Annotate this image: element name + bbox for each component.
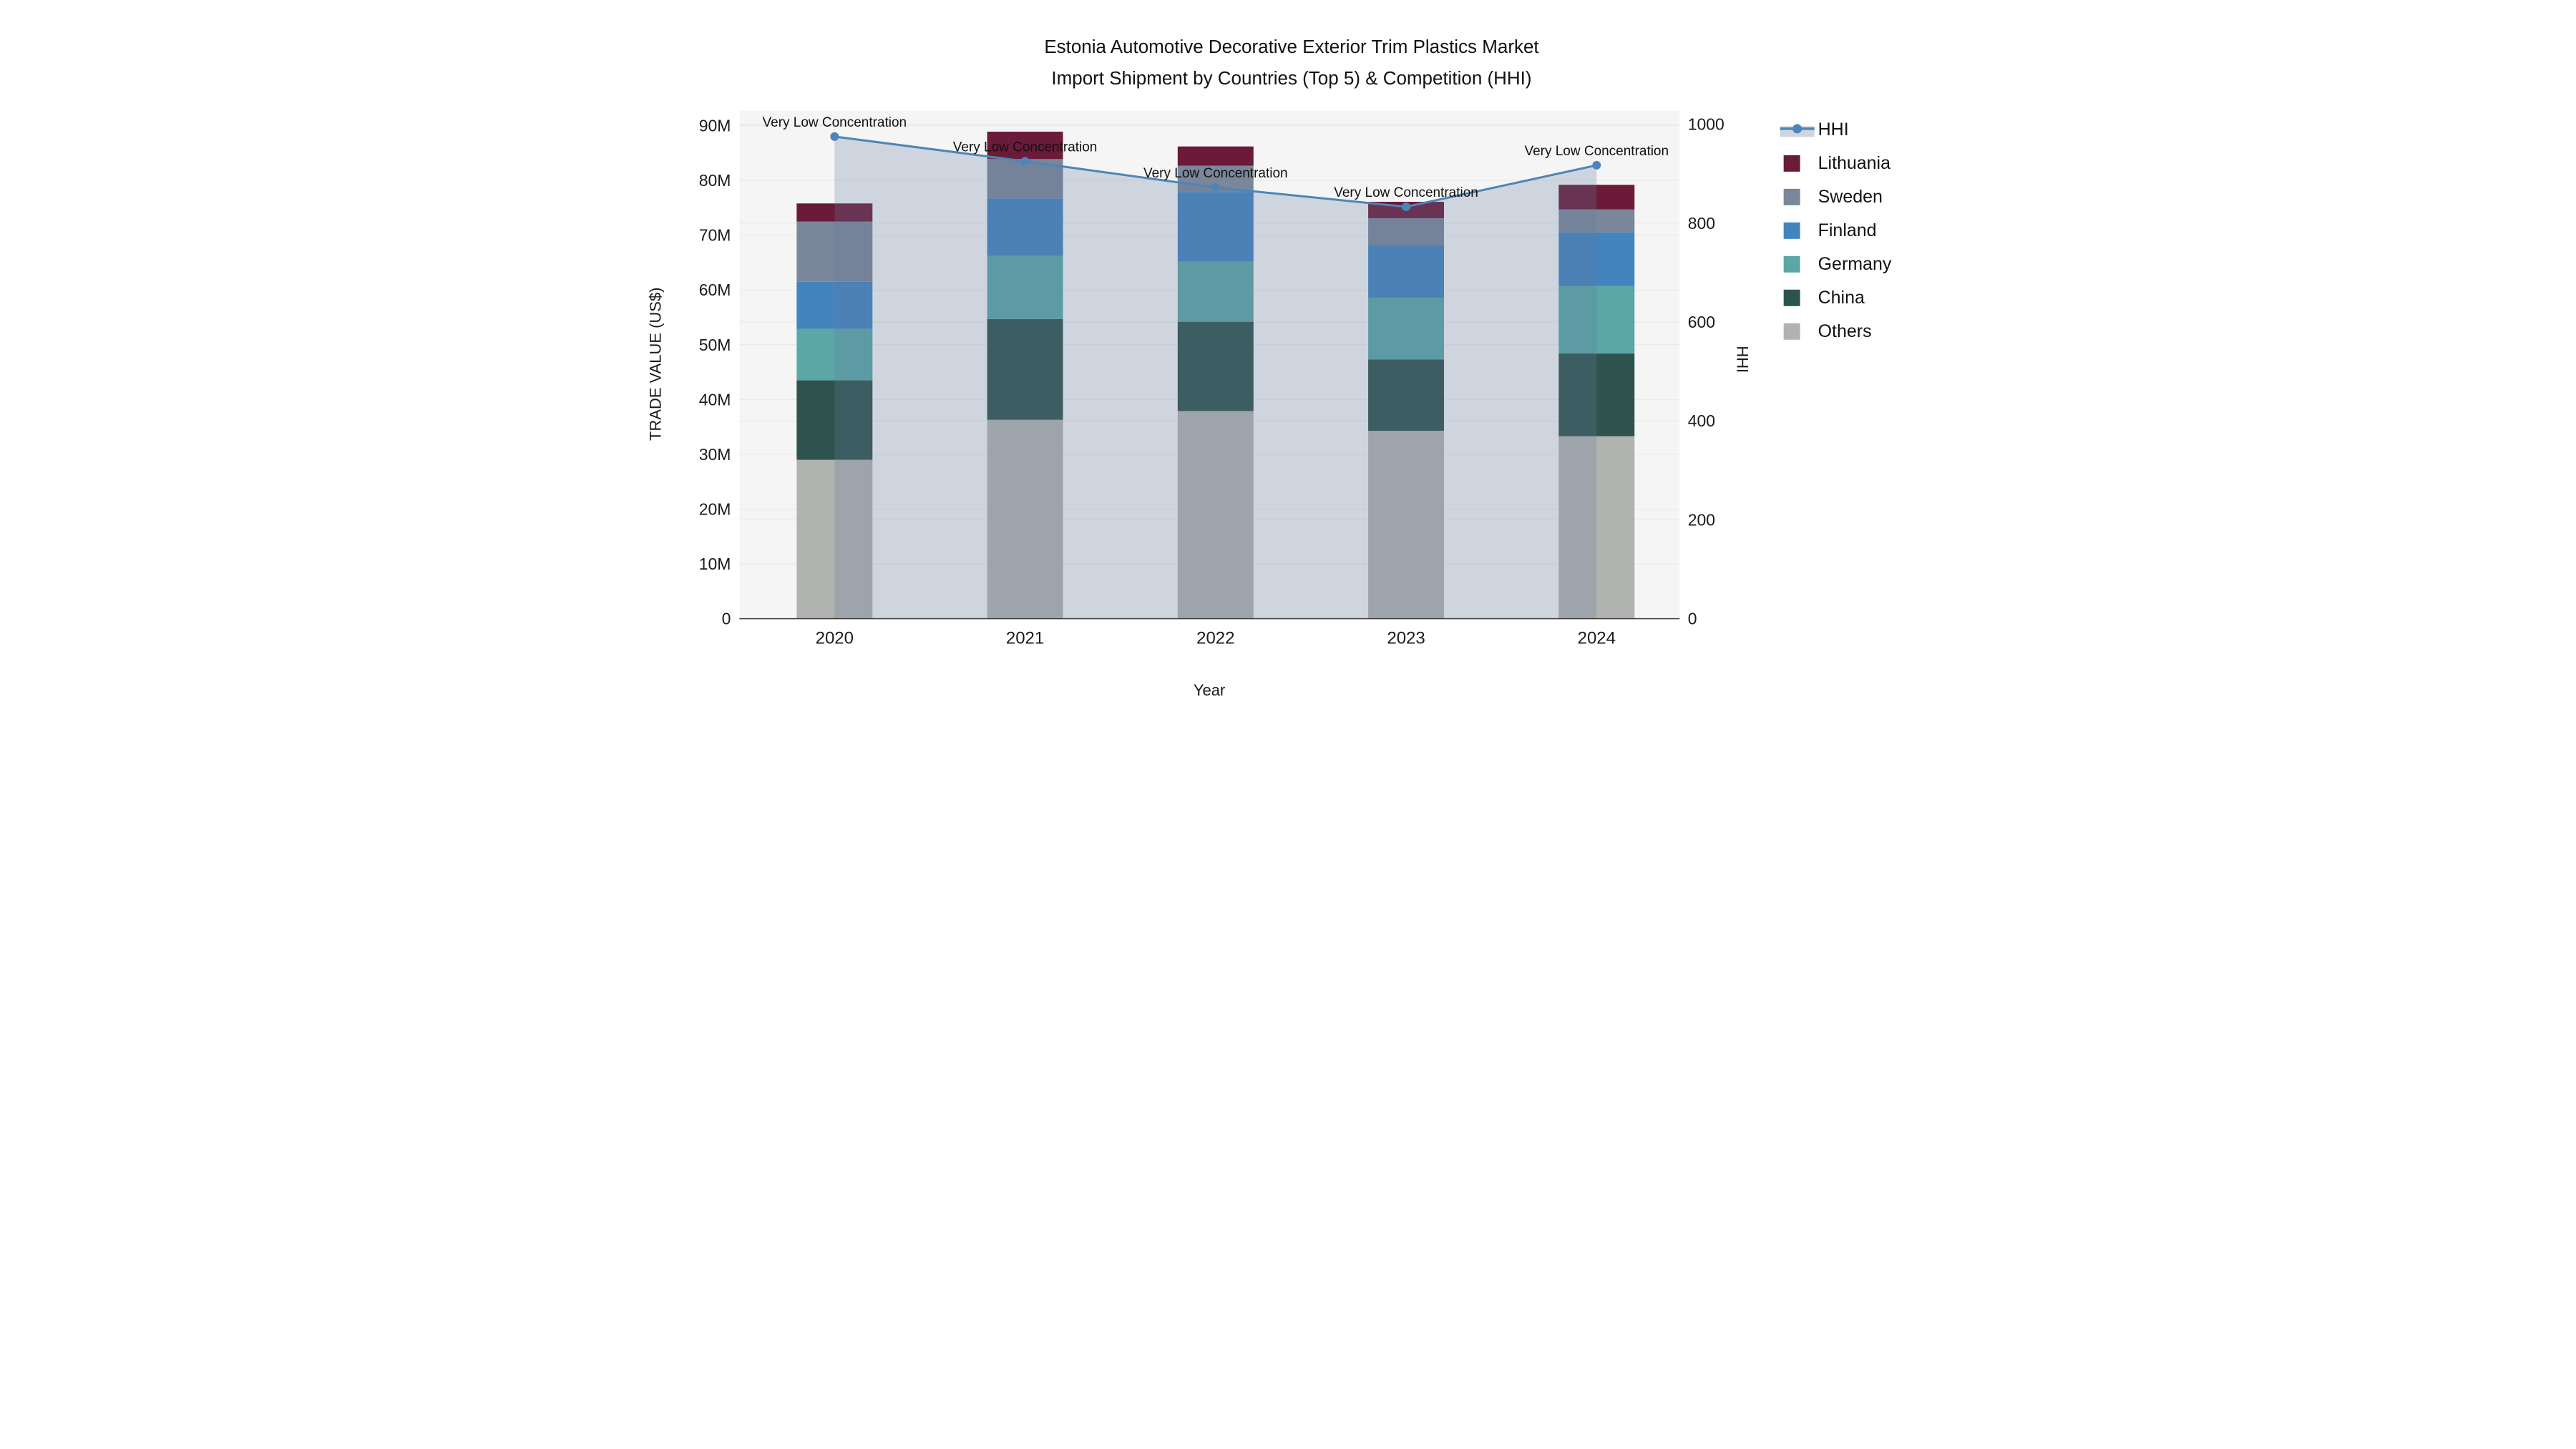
legend-item-germany[interactable]: Germany: [1783, 254, 1892, 274]
legend-swatch-lithuania: [1783, 155, 1800, 172]
legend-label-china: China: [1818, 288, 1865, 308]
bar-segment-others-2021[interactable]: [987, 419, 1063, 619]
legend-label-germany: Germany: [1818, 254, 1892, 274]
y-left-tick-80M: 80M: [699, 171, 731, 190]
y-right-tick-400: 400: [1688, 411, 1715, 430]
x-tick-2024: 2024: [1578, 629, 1616, 648]
y-left-tick-20M: 20M: [699, 499, 731, 518]
y-left-axis-title: TRADE VALUE (US$): [646, 288, 664, 441]
x-tick-2021: 2021: [1006, 629, 1044, 648]
hhi-area-layer: [834, 136, 1597, 619]
bar-segment-finland-2023[interactable]: [1368, 245, 1445, 298]
legend-item-hhi[interactable]: HHI: [1780, 119, 1849, 140]
legend-item-sweden[interactable]: Sweden: [1783, 187, 1883, 207]
hhi-marker-2023[interactable]: [1402, 202, 1411, 211]
x-tick-2022: 2022: [1196, 629, 1234, 648]
bar-segment-lithuania-2020[interactable]: [796, 203, 873, 222]
bar-segment-china-2024[interactable]: [1558, 353, 1635, 436]
bars-layer: [796, 132, 1635, 619]
legend-hhi-marker-icon: [1792, 124, 1802, 134]
y-right-tick-800: 800: [1688, 214, 1715, 233]
legend-item-lithuania[interactable]: Lithuania: [1783, 153, 1890, 173]
bar-segment-others-2023[interactable]: [1368, 430, 1445, 619]
legend-item-others[interactable]: Others: [1783, 321, 1872, 341]
y-left-tick-10M: 10M: [699, 555, 731, 573]
y-left-tick-60M: 60M: [699, 280, 731, 299]
chart-canvas[interactable]: 0 10M 20M 30M 40M 50M 60M 70M 80M 90M 0 200 400 600 80…: [644, 0, 1932, 724]
annotation-layer: Very Low Concentration Very Low Concentra…: [763, 115, 1669, 200]
bar-segment-sweden-2023[interactable]: [1368, 218, 1445, 245]
hhi-area-fill: [834, 136, 1597, 619]
bar-segment-lithuania-2024[interactable]: [1558, 185, 1635, 210]
bar-segment-china-2023[interactable]: [1368, 359, 1445, 431]
annotation-2020: Very Low Concentration: [763, 115, 907, 130]
x-tick-2020: 2020: [816, 629, 854, 648]
annotation-2022: Very Low Concentration: [1143, 166, 1288, 181]
hhi-line-layer: [830, 132, 1601, 211]
bar-segment-finland-2022[interactable]: [1177, 192, 1254, 262]
y-left-tick-50M: 50M: [699, 336, 731, 354]
y-left-tick-70M: 70M: [699, 226, 731, 245]
bar-segment-others-2024[interactable]: [1558, 436, 1635, 619]
annotation-2021: Very Low Concentration: [953, 140, 1098, 155]
y-right-tick-1000: 1000: [1688, 115, 1724, 134]
hhi-marker-2024[interactable]: [1592, 160, 1601, 170]
tick-labels-layer: 0 10M 20M 30M 40M 50M 60M 70M 80M 90M 0 200 400 600 80…: [699, 115, 1724, 648]
bar-segment-others-2020[interactable]: [796, 459, 873, 619]
bar-segment-germany-2022[interactable]: [1177, 261, 1254, 322]
y-right-axis-title: HHI: [1734, 346, 1752, 373]
bar-segment-finland-2024[interactable]: [1558, 232, 1635, 286]
bar-segment-germany-2020[interactable]: [796, 328, 873, 381]
bar-segment-lithuania-2021[interactable]: [987, 132, 1063, 160]
y-right-tick-200: 200: [1688, 510, 1715, 529]
bar-segment-china-2022[interactable]: [1177, 321, 1254, 411]
bar-segment-china-2021[interactable]: [987, 318, 1063, 420]
legend-item-china[interactable]: China: [1783, 288, 1865, 308]
annotation-2024: Very Low Concentration: [1525, 144, 1669, 159]
legend-item-finland[interactable]: Finland: [1783, 220, 1877, 240]
legend: HHI Lithuania Sweden Finland Germany China Oth…: [1780, 119, 1892, 341]
legend-swatch-finland: [1783, 222, 1800, 239]
legend-label-lithuania: Lithuania: [1818, 153, 1890, 173]
legend-label-others: Others: [1818, 321, 1872, 341]
bar-segment-lithuania-2022[interactable]: [1177, 146, 1254, 166]
legend-label-hhi: HHI: [1818, 119, 1849, 140]
legend-label-finland: Finland: [1818, 220, 1877, 240]
y-left-tick-0: 0: [722, 610, 731, 628]
bar-segment-finland-2020[interactable]: [796, 281, 873, 329]
legend-swatch-others: [1783, 323, 1800, 340]
chart-title-line2: Import Shipment by Countries (Top 5) & C…: [1051, 67, 1531, 89]
y-left-tick-40M: 40M: [699, 390, 731, 409]
hhi-marker-2021[interactable]: [1020, 157, 1030, 166]
bar-segment-germany-2023[interactable]: [1368, 297, 1445, 360]
y-left-tick-90M: 90M: [699, 117, 731, 135]
bar-segment-sweden-2020[interactable]: [796, 221, 873, 282]
bar-segment-germany-2021[interactable]: [987, 255, 1063, 319]
legend-swatch-sweden: [1783, 188, 1800, 205]
x-tick-2023: 2023: [1387, 629, 1425, 648]
hhi-marker-2020[interactable]: [830, 132, 839, 141]
y-right-tick-600: 600: [1688, 313, 1715, 331]
legend-swatch-china: [1783, 289, 1800, 306]
bar-segment-others-2022[interactable]: [1177, 411, 1254, 619]
bar-segment-finland-2021[interactable]: [987, 198, 1063, 256]
annotation-2023: Very Low Concentration: [1334, 185, 1478, 200]
y-left-tick-30M: 30M: [699, 445, 731, 464]
chart-title-line1: Estonia Automotive Decorative Exterior T…: [1044, 36, 1539, 57]
legend-label-sweden: Sweden: [1818, 187, 1883, 207]
bar-segment-germany-2024[interactable]: [1558, 286, 1635, 354]
legend-swatch-germany: [1783, 255, 1800, 273]
x-axis-title: Year: [1194, 681, 1225, 699]
bar-segment-china-2020[interactable]: [796, 380, 873, 460]
y-right-tick-0: 0: [1688, 610, 1697, 628]
bar-segment-sweden-2024[interactable]: [1558, 209, 1635, 233]
figure: 0 10M 20M 30M 40M 50M 60M 70M 80M 90M 0 200 400 600 80…: [644, 0, 1932, 724]
hhi-marker-2022[interactable]: [1211, 183, 1220, 192]
